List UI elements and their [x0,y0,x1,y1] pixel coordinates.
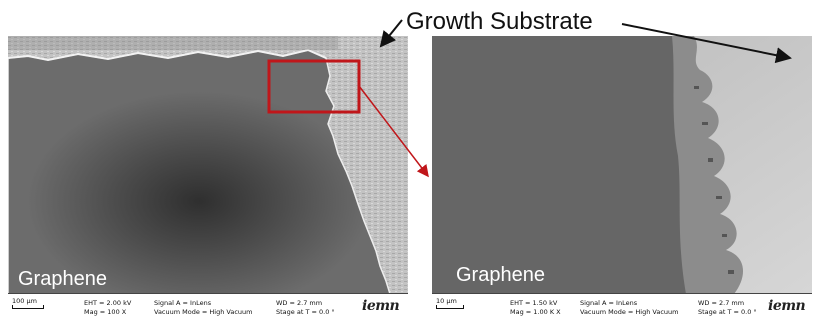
right-scale-bar [436,305,464,309]
zoom-arrow [358,85,429,178]
left-scale-text: 100 µm [12,297,37,305]
right-stage: Stage at T = 0.0 ° [698,308,757,316]
right-eht: EHT = 1.50 kV [510,299,558,307]
left-vacuum: Vacuum Mode = High Vacuum [154,308,253,316]
left-info-bar: 100 µm EHT = 2.00 kV Mag = 100 X Signal … [8,293,408,324]
growth-substrate-label: Growth Substrate [406,8,593,35]
top-band [8,36,338,50]
right-micrograph [432,36,812,294]
right-graphene-label: Graphene [456,264,545,286]
left-graphene-label: Graphene [18,268,107,290]
right-iemn-logo: iemn [768,298,806,314]
zoom-box [267,59,361,114]
left-wd: WD = 2.7 mm [276,299,323,307]
sheet-edge [8,48,327,62]
right-wd: WD = 2.7 mm [698,299,745,307]
left-stage: Stage at T = 0.0 ° [276,308,335,316]
left-eht: EHT = 2.00 kV [84,299,132,307]
right-signal: Signal A = InLens [580,299,638,307]
left-signal: Signal A = InLens [154,299,212,307]
right-vacuum: Vacuum Mode = High Vacuum [580,308,679,316]
boundary-scallops [660,36,744,294]
right-scale-text: 10 µm [436,297,457,305]
left-sem-image: Graphene 100 µm EHT = 2.00 kV Mag = 100 … [8,36,408,324]
substrate-arrow-left [379,19,403,48]
right-sem-image: Graphene 10 µm EHT = 1.50 kV Mag = 1.00 … [432,36,812,324]
left-iemn-logo: iemn [362,298,400,314]
left-micrograph [8,36,408,294]
left-scale-bar [12,305,44,309]
right-graphene-sheet [432,36,686,294]
left-mag: Mag = 100 X [84,308,127,316]
right-info-bar: 10 µm EHT = 1.50 kV Mag = 1.00 K X Signa… [432,293,812,324]
right-mag: Mag = 1.00 K X [510,308,561,316]
substrate-arrow-right [621,23,792,64]
edge-particles [694,86,734,274]
